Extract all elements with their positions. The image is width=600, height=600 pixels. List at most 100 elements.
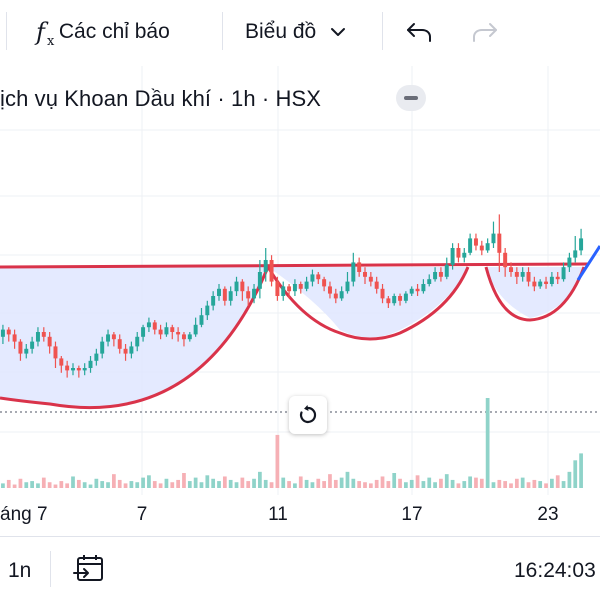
- volume-bar: [363, 482, 367, 488]
- go-to-date-icon[interactable]: [72, 551, 108, 587]
- volume-bar: [491, 482, 496, 488]
- candle-body: [123, 348, 128, 354]
- volume-bar: [555, 475, 560, 488]
- candle-body: [310, 274, 315, 282]
- volume-bar: [94, 478, 99, 488]
- candle-body: [146, 322, 151, 328]
- candle-body: [275, 281, 280, 296]
- candle-body: [152, 322, 157, 330]
- volume-bar: [164, 478, 169, 488]
- candle-body: [479, 245, 484, 251]
- volume-bar: [1, 483, 5, 488]
- volume-bar: [392, 473, 397, 488]
- candle-body: [217, 288, 221, 296]
- volume-bar: [176, 479, 180, 488]
- volume-bar: [152, 481, 157, 488]
- time-axis-label: 11: [268, 504, 288, 525]
- volume-bar: [374, 479, 379, 488]
- volume-bar: [187, 481, 192, 488]
- candle-body: [368, 276, 373, 282]
- candle-body: [257, 272, 262, 289]
- volume-bars: [1, 398, 583, 488]
- volume-bar: [357, 481, 362, 488]
- candle-body: [135, 336, 140, 347]
- time-axis: áng 7 7 11 17 23: [0, 504, 559, 525]
- candle-body: [298, 284, 303, 289]
- toolbar-divider: [222, 12, 223, 50]
- volume-bar: [269, 482, 274, 488]
- redo-icon: [473, 23, 497, 42]
- volume-bar: [433, 482, 437, 488]
- candle-body: [18, 341, 23, 354]
- candle-body: [211, 296, 216, 306]
- candle-body: [549, 276, 554, 284]
- candle-body: [468, 238, 473, 253]
- candle-body: [287, 286, 292, 292]
- volume-bar: [550, 478, 554, 488]
- bottom-divider: [50, 551, 51, 587]
- pattern-fill: [0, 267, 584, 408]
- candle-body: [88, 360, 93, 368]
- volume-bar: [6, 479, 11, 488]
- reset-chart-button[interactable]: [289, 396, 327, 434]
- candle-body: [386, 298, 391, 304]
- volume-bar: [205, 475, 210, 488]
- candle-body: [473, 238, 478, 246]
- volume-bar: [439, 478, 443, 488]
- volume-bar: [520, 477, 525, 488]
- undo-button[interactable]: [404, 10, 434, 54]
- volume-bar: [415, 475, 420, 488]
- resistance-line: [0, 262, 589, 269]
- volume-bar: [404, 482, 408, 488]
- volume-bar: [304, 479, 309, 488]
- redo-button[interactable]: [470, 10, 500, 54]
- candlesticks: [0, 214, 584, 378]
- volume-bar: [409, 479, 414, 488]
- volume-bar: [474, 477, 478, 488]
- chart-type-button[interactable]: Biểu đồ: [245, 10, 346, 54]
- time-axis-label: 23: [537, 504, 558, 525]
- candle-body: [462, 252, 467, 258]
- candle-body: [240, 281, 245, 292]
- chevron-down-icon: [331, 28, 346, 36]
- candle-body: [339, 291, 344, 299]
- interval-button[interactable]: 1n: [8, 559, 32, 582]
- volume-bar: [129, 481, 134, 488]
- volume-bar: [444, 474, 449, 488]
- volume-bar: [532, 479, 537, 488]
- volume-bar: [421, 481, 426, 488]
- volume-bar: [450, 479, 455, 488]
- candle-body: [520, 272, 525, 277]
- candle-body: [71, 368, 75, 371]
- candle-body: [579, 238, 584, 251]
- volume-bar: [112, 474, 116, 488]
- volume-bar: [351, 478, 356, 488]
- candle-body: [456, 248, 461, 258]
- volume-bar: [293, 483, 297, 488]
- volume-bar: [100, 481, 105, 488]
- candle-body: [199, 315, 204, 325]
- indicators-label: Các chỉ báo: [58, 20, 170, 43]
- candle-body: [561, 267, 566, 280]
- reset-icon: [299, 405, 317, 424]
- volume-bar: [386, 481, 391, 488]
- volume-bar: [579, 453, 583, 488]
- collapse-legend-button[interactable]: [396, 85, 426, 111]
- candle-body: [269, 260, 274, 282]
- volume-bar: [211, 478, 216, 488]
- candle-body: [252, 288, 257, 299]
- symbol-legend: ịch vụ Khoan Dầu khí · 1h · HSX: [0, 86, 322, 111]
- candle-body: [322, 279, 327, 287]
- candle-body: [427, 279, 432, 284]
- candle-body: [41, 332, 46, 337]
- chart-type-label: Biểu đồ: [245, 20, 317, 43]
- price-chart[interactable]: áng 7 7 11 17 23: [0, 66, 600, 536]
- candle-body: [357, 262, 362, 272]
- volume-bar: [41, 477, 46, 488]
- volume-bar: [298, 476, 303, 488]
- volume-bar: [573, 460, 578, 488]
- breakout-line: [576, 245, 600, 281]
- candle-body: [205, 305, 210, 316]
- volume-bar: [47, 482, 52, 488]
